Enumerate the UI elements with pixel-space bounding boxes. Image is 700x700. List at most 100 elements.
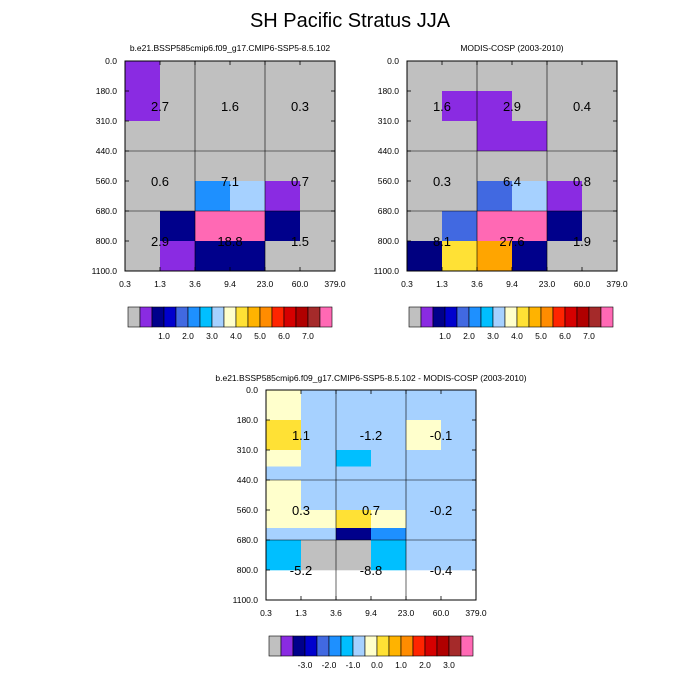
heatmap-cell — [441, 420, 477, 451]
x-tick-label: 1.3 — [295, 608, 307, 618]
colorbar-swatch — [456, 306, 470, 328]
colorbar-label: 0.0 — [371, 660, 383, 670]
colorbar-label: -2.0 — [322, 660, 337, 670]
colorbar-label: 1.0 — [158, 331, 170, 341]
heatmap-cell — [512, 121, 548, 152]
colorbar-swatch — [271, 306, 285, 328]
heatmap-cell — [195, 211, 231, 242]
colorbar-bottom: -3.0 -2.0 -1.0 0.0 1.0 2.0 3.0 — [268, 635, 474, 670]
panel-model: 2.7 1.6 0.3 0.6 7.1 0.7 2.9 18.8 1.5 0.3 1.3 3.6 9.4… — [92, 43, 346, 289]
colorbar-swatch — [223, 306, 237, 328]
colorbar-swatch — [400, 635, 414, 657]
colorbar-swatch — [492, 306, 506, 328]
heatmap-cell — [407, 211, 443, 242]
figure-title: SH Pacific Stratus JJA — [249, 10, 451, 32]
heatmap-cell — [582, 121, 618, 152]
heatmap-cell — [477, 151, 513, 182]
colorbar-label: 2.0 — [463, 331, 475, 341]
heatmap-cell — [301, 390, 337, 421]
y-tick-label: 310.0 — [378, 116, 400, 126]
heatmap-cell — [407, 181, 443, 212]
block-value-label: 1.6 — [433, 99, 451, 114]
y-tick-label: 680.0 — [96, 206, 118, 216]
colorbar-swatch — [199, 306, 213, 328]
colorbar-swatch — [364, 635, 378, 657]
colorbar-swatch — [564, 306, 578, 328]
colorbar-swatch — [292, 635, 306, 657]
block-value-label: 2.7 — [151, 99, 169, 114]
heatmap-cell — [406, 480, 442, 511]
block-value-label: -0.1 — [430, 428, 452, 443]
colorbar-label: 4.0 — [511, 331, 523, 341]
colorbar-swatch — [600, 306, 614, 328]
heatmap-cell — [477, 91, 513, 122]
block-value-label: 1.6 — [221, 99, 239, 114]
panel-title: b.e21.BSSP585cmip6.f09_g17.CMIP6-SSP5-8.… — [215, 373, 526, 383]
x-tick-label: 0.3 — [401, 279, 413, 289]
heatmap-cell — [582, 211, 618, 242]
heatmap-cell — [265, 121, 301, 152]
heatmap-cell — [195, 241, 231, 272]
x-tick-label: 1.3 — [436, 279, 448, 289]
y-tick-label: 180.0 — [237, 415, 259, 425]
block-value-label: 1.1 — [292, 428, 310, 443]
heatmap-cell — [512, 61, 548, 92]
heatmap-cell — [582, 181, 618, 212]
heatmap-cell — [371, 528, 407, 541]
heatmap-cell — [230, 211, 266, 242]
heatmap-cell — [300, 241, 336, 272]
heatmap-cell — [301, 528, 337, 541]
colorbar-label: 5.0 — [254, 331, 266, 341]
colorbar-swatch — [259, 306, 273, 328]
colorbar-label: 4.0 — [230, 331, 242, 341]
heatmap-cell — [336, 450, 372, 467]
colorbar-swatch — [340, 635, 354, 657]
heatmap-cell — [371, 420, 407, 451]
heatmap-cell — [230, 181, 266, 212]
x-tick-label: 60.0 — [574, 279, 591, 289]
heatmap-cell — [125, 61, 161, 92]
colorbar-swatch — [307, 306, 321, 328]
heatmap-cell — [336, 390, 372, 421]
y-tick-label: 0.0 — [387, 56, 399, 66]
block-value-label: -1.2 — [360, 428, 382, 443]
heatmap-cell — [582, 151, 618, 182]
colorbar-label: 5.0 — [535, 331, 547, 341]
colorbar-swatch — [408, 306, 422, 328]
heatmap-cell — [477, 181, 513, 212]
heatmap-cell — [406, 466, 442, 481]
heatmap-cell — [371, 480, 407, 511]
x-tick-label: 0.3 — [260, 608, 272, 618]
heatmap-cell — [371, 540, 407, 571]
heatmap-cell — [230, 91, 266, 122]
heatmap-cell — [406, 528, 442, 541]
y-tick-label: 180.0 — [378, 86, 400, 96]
heatmap-cell — [336, 466, 372, 481]
colorbar-swatch — [151, 306, 165, 328]
heatmap-cell — [160, 61, 196, 92]
block-value-label: 7.1 — [221, 174, 239, 189]
block-value-label: 0.6 — [151, 174, 169, 189]
heatmap-cell — [407, 121, 443, 152]
heatmap-cell — [512, 241, 548, 272]
colorbar-swatch — [436, 635, 450, 657]
colorbar-swatch — [187, 306, 201, 328]
colorbar-label: 6.0 — [278, 331, 290, 341]
colorbar-swatch — [295, 306, 309, 328]
colorbar-label: 3.0 — [487, 331, 499, 341]
colorbar-swatch — [588, 306, 602, 328]
colorbar-swatch — [376, 635, 390, 657]
colorbar-swatch — [460, 635, 474, 657]
heatmap-cell — [406, 510, 442, 529]
heatmap-cell — [266, 528, 302, 541]
heatmap-cell — [301, 480, 337, 511]
heatmap-cell — [125, 211, 161, 242]
heatmap-cell — [336, 540, 372, 571]
panel-title: MODIS-COSP (2003-2010) — [460, 43, 563, 53]
heatmap-cell — [371, 390, 407, 421]
colorbar-swatch — [304, 635, 318, 657]
colorbar-swatch — [175, 306, 189, 328]
colorbar-swatch — [352, 635, 366, 657]
heatmap-cell — [371, 466, 407, 481]
